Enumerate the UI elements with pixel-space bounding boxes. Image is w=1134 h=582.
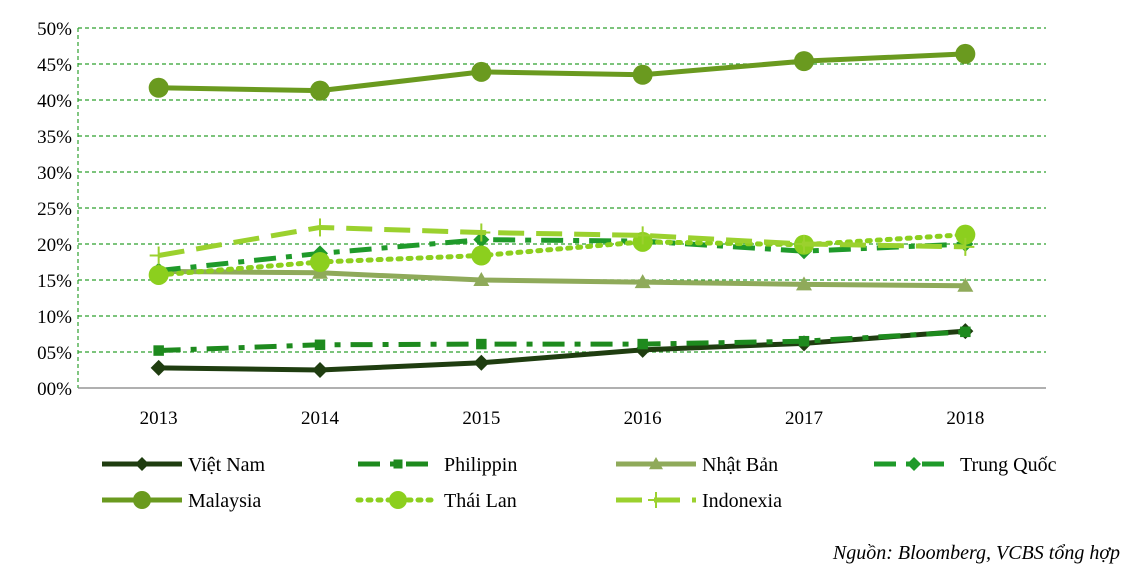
series-line — [156, 232, 968, 278]
data-point — [314, 339, 326, 351]
data-point — [473, 354, 490, 371]
y-tick-label: 45% — [37, 55, 72, 76]
data-point — [150, 359, 167, 376]
x-tick-label: 2018 — [946, 408, 984, 429]
series-nhật-bản — [150, 263, 974, 292]
y-tick-label: 25% — [37, 199, 72, 220]
data-point — [798, 335, 810, 347]
legend-label: Malaysia — [188, 490, 261, 512]
legend-label: Trung Quốc — [960, 454, 1057, 476]
data-point — [389, 491, 407, 509]
x-tick-label: 2014 — [301, 408, 340, 429]
series-line — [158, 224, 966, 258]
series-indonexia — [149, 218, 975, 265]
y-axis-ticks: 00% 05% 10% 15% 20% 25% 30% 35% 40% 45% 50% — [37, 19, 72, 400]
y-tick-label: 05% — [37, 343, 72, 364]
x-tick-label: 2016 — [624, 408, 662, 429]
data-point — [312, 362, 328, 378]
data-point — [148, 264, 169, 285]
data-point — [311, 218, 329, 237]
data-point — [148, 77, 169, 98]
legend-label: Philippin — [444, 454, 517, 476]
series-group — [148, 43, 976, 378]
data-point — [796, 276, 812, 291]
data-point — [955, 43, 976, 64]
data-point — [310, 80, 330, 101]
series-philippin — [153, 326, 971, 356]
legend-label: Indonexia — [702, 490, 782, 512]
y-tick-label: 40% — [37, 91, 72, 112]
data-point — [476, 338, 487, 350]
data-point — [471, 245, 492, 266]
x-axis-ticks: 2013 2014 2015 2016 2017 2018 — [140, 408, 985, 429]
y-tick-label: 15% — [37, 271, 72, 292]
source-note: Nguồn: Bloomberg, VCBS tổng hợp — [832, 542, 1120, 564]
line-chart: 00%05%10%15%20%25%30%35%40%45%50% 2013 20… — [37, 19, 1057, 512]
data-point — [633, 226, 652, 245]
x-tick-label: 2013 — [140, 408, 178, 429]
data-point — [907, 457, 921, 471]
legend-item: Malaysia — [102, 490, 261, 512]
y-tick-label: 50% — [37, 19, 72, 40]
series-thái-lan — [148, 224, 976, 285]
data-point — [472, 223, 491, 242]
data-point — [471, 61, 492, 82]
legend-item: Philippin — [358, 454, 517, 476]
data-point — [649, 457, 663, 470]
data-point — [133, 491, 151, 509]
legend-item: Indonexia — [616, 490, 782, 512]
y-tick-label: 30% — [37, 163, 72, 184]
series-line — [158, 268, 966, 289]
data-point — [632, 64, 653, 85]
data-point — [310, 252, 330, 272]
data-point — [795, 235, 813, 253]
legend: Việt Nam Philippin Nhật Bản Trung Quốc Malay… — [102, 454, 1057, 512]
legend-item: Nhật Bản — [616, 454, 778, 476]
legend-item: Việt Nam — [102, 454, 266, 476]
legend-item: Trung Quốc — [874, 454, 1057, 476]
x-tick-label: 2017 — [785, 408, 823, 429]
y-tick-label: 20% — [37, 235, 72, 256]
data-point — [957, 277, 974, 292]
data-point — [153, 345, 164, 356]
gridlines — [78, 27, 1046, 353]
series-malaysia — [148, 43, 976, 101]
legend-label: Thái Lan — [444, 490, 517, 512]
data-point — [473, 272, 490, 286]
data-point — [135, 457, 149, 471]
data-point — [648, 492, 664, 508]
series-việt-nam — [150, 323, 974, 378]
legend-item: Thái Lan — [355, 490, 517, 512]
data-point — [637, 338, 648, 350]
legend-label: Việt Nam — [188, 454, 266, 476]
data-point — [634, 274, 651, 289]
x-tick-label: 2015 — [462, 408, 500, 429]
series-line — [158, 237, 966, 274]
series-line — [158, 51, 966, 94]
legend-label: Nhật Bản — [702, 454, 778, 476]
data-point — [955, 224, 976, 245]
axes — [77, 28, 1046, 389]
y-tick-label: 35% — [37, 127, 72, 148]
data-point — [960, 326, 971, 338]
data-point — [956, 237, 975, 256]
series-line — [158, 329, 966, 354]
y-tick-label: 10% — [37, 307, 72, 328]
data-point — [149, 246, 168, 265]
y-tick-label: 00% — [37, 379, 72, 400]
data-point — [393, 459, 403, 469]
data-point — [794, 51, 814, 72]
